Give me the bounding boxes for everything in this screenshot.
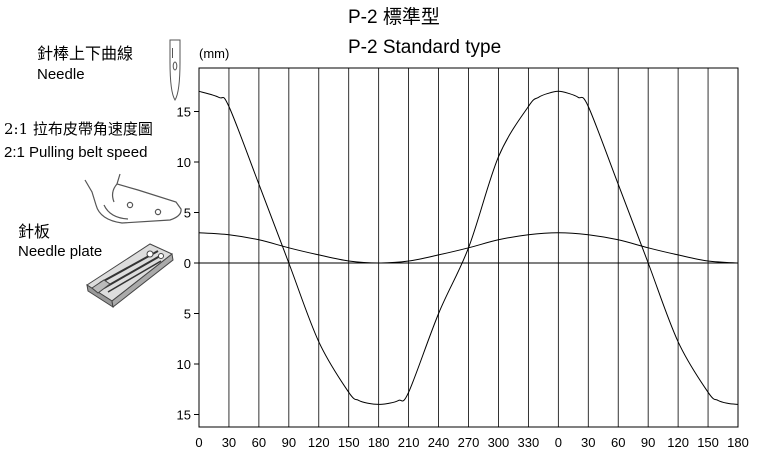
plate-label-en: Needle plate	[18, 243, 103, 260]
needle-label-en: Needle	[37, 66, 85, 83]
tick-layer: 0 30 60 90 120 150 180 210 240 270 300 330 0 30 60 90 12…	[177, 105, 749, 451]
x-tick-label: 330	[518, 435, 540, 450]
series-line-1	[198, 90, 739, 405]
series-line-2	[198, 232, 739, 264]
y-tick-label: 5	[184, 206, 191, 221]
x-tick-label: 60	[611, 435, 625, 450]
y-axis-unit-label: (mm)	[199, 46, 229, 61]
x-tick-label: 30	[222, 435, 236, 450]
x-tick-label: 30	[581, 435, 595, 450]
x-tick-label: 90	[282, 435, 296, 450]
y-tick-label: 10	[177, 155, 191, 170]
x-tick-label: 150	[338, 435, 360, 450]
needle-icon	[169, 39, 181, 101]
x-tick-label: 270	[458, 435, 480, 450]
y-tick-label: 15	[177, 105, 191, 120]
axis-layer	[194, 67, 739, 428]
belt-label-en: 2:1 Pulling belt speed	[4, 144, 148, 161]
y-tick-label: 5	[184, 307, 191, 322]
chart-title-en: P-2 Standard type	[348, 37, 502, 58]
x-tick-label: 300	[488, 435, 510, 450]
x-tick-label: 120	[667, 435, 689, 450]
plot-frame	[198, 67, 739, 428]
x-tick-label: 120	[308, 435, 330, 450]
y-tick-label: 0	[184, 256, 191, 271]
y-tick-label: 15	[177, 408, 191, 423]
x-tick-label: 0	[195, 435, 202, 450]
x-tick-label: 180	[727, 435, 749, 450]
y-tick-label: 10	[177, 357, 191, 372]
x-tick-label: 90	[641, 435, 655, 450]
needle-plate-icon	[86, 243, 174, 309]
x-tick-label: 0	[555, 435, 562, 450]
plate-label-zh: 針板	[18, 222, 51, 241]
x-tick-label: 60	[252, 435, 266, 450]
x-tick-label: 150	[697, 435, 719, 450]
series-layer	[198, 90, 739, 405]
chart-title-zh: P-2 標準型	[348, 7, 440, 28]
x-tick-label: 210	[398, 435, 420, 450]
x-tick-label: 180	[368, 435, 390, 450]
needle-label-zh: 針棒上下曲線	[37, 44, 134, 63]
belt-label-zh: 2:1 拉布皮帶角速度圖	[4, 120, 153, 138]
x-tick-label: 240	[428, 435, 450, 450]
pulling-belt-icon	[84, 173, 182, 224]
